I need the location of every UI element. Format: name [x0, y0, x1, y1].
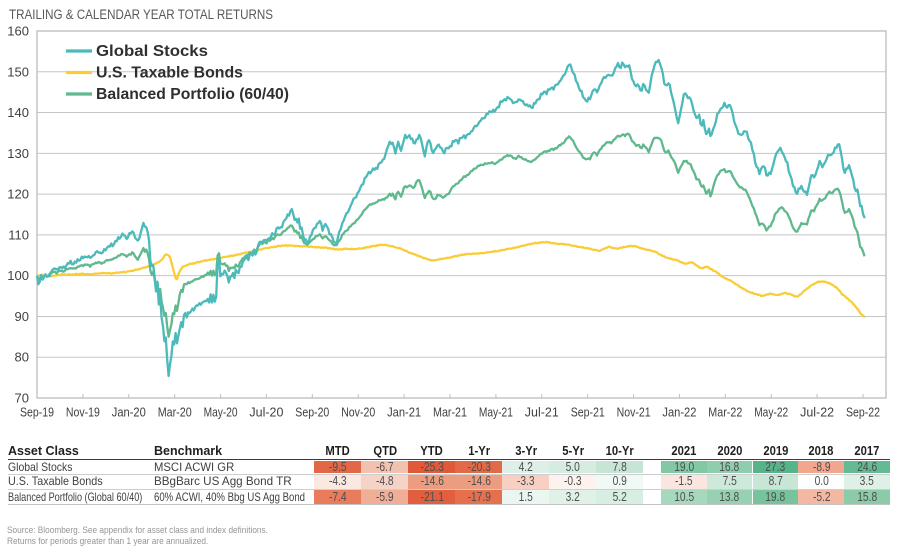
svg-text:May-20: May-20 — [204, 406, 238, 420]
svg-text:150: 150 — [7, 64, 29, 79]
svg-text:Nov-19: Nov-19 — [66, 406, 100, 420]
svg-text:80: 80 — [15, 350, 29, 365]
svg-text:TRAILING & CALENDAR YEAR TOTAL: TRAILING & CALENDAR YEAR TOTAL RETURNS — [9, 7, 273, 22]
svg-text:Sep-19: Sep-19 — [20, 406, 54, 420]
svg-text:Mar-21: Mar-21 — [433, 406, 467, 420]
svg-text:Nov-20: Nov-20 — [341, 406, 375, 420]
svg-text:140: 140 — [7, 105, 29, 120]
svg-text:120: 120 — [7, 187, 29, 202]
svg-text:Mar-22: Mar-22 — [708, 406, 742, 420]
svg-text:100: 100 — [7, 268, 29, 283]
svg-text:Jan-22: Jan-22 — [662, 406, 696, 420]
svg-text:70: 70 — [15, 391, 29, 406]
svg-text:Jan-21: Jan-21 — [387, 406, 421, 420]
svg-text:Global Stocks: Global Stocks — [96, 43, 208, 60]
svg-text:May-22: May-22 — [754, 406, 788, 420]
svg-text:Jul-20: Jul-20 — [249, 406, 283, 420]
svg-text:90: 90 — [15, 309, 29, 324]
svg-text:Sep-22: Sep-22 — [846, 406, 880, 420]
svg-text:Nov-21: Nov-21 — [617, 406, 651, 420]
svg-text:Jul-21: Jul-21 — [525, 406, 559, 420]
svg-text:U.S. Taxable Bonds: U.S. Taxable Bonds — [96, 65, 243, 82]
svg-text:Balanced Portfolio (60/40): Balanced Portfolio (60/40) — [96, 86, 289, 103]
svg-text:110: 110 — [8, 227, 29, 242]
svg-text:May-21: May-21 — [479, 406, 513, 420]
svg-text:Sep-20: Sep-20 — [295, 406, 329, 420]
svg-text:Mar-20: Mar-20 — [158, 406, 192, 420]
svg-text:Jan-20: Jan-20 — [112, 406, 146, 420]
svg-text:Jul-22: Jul-22 — [800, 406, 834, 420]
svg-text:130: 130 — [7, 146, 29, 161]
svg-text:Sep-21: Sep-21 — [571, 406, 605, 420]
svg-text:160: 160 — [7, 24, 29, 39]
